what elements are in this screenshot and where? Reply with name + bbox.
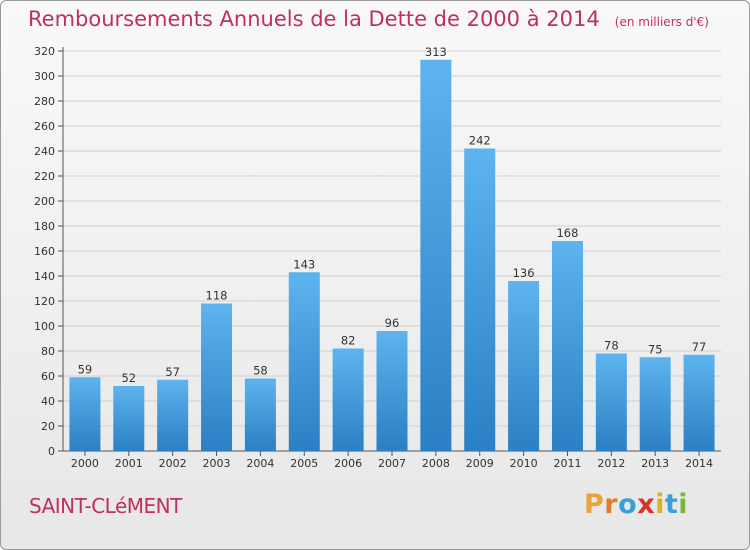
logo-letter: x — [637, 489, 656, 520]
bar-2007[interactable] — [376, 331, 408, 451]
logo-letter: t — [664, 489, 679, 520]
x-tick-label: 2000 — [71, 457, 99, 470]
x-tick-label: 2006 — [334, 457, 362, 470]
bar-2011[interactable] — [551, 241, 583, 451]
bars — [69, 59, 715, 452]
chart-title: Remboursements Annuels de la Dette de 20… — [28, 7, 600, 31]
y-tick-label: 160 — [34, 245, 55, 258]
logo-letter: P — [584, 489, 605, 520]
data-label: 82 — [341, 334, 356, 348]
x-tick-label: 2005 — [290, 457, 318, 470]
bar-2014[interactable] — [683, 354, 715, 451]
y-tick-label: 0 — [48, 445, 55, 458]
data-label: 136 — [513, 266, 535, 280]
y-tick-label: 80 — [41, 345, 55, 358]
commune-name: SAINT-CLéMENT — [29, 494, 182, 518]
y-tick-label: 60 — [41, 370, 55, 383]
x-tick-label: 2003 — [203, 457, 231, 470]
bar-2006[interactable] — [332, 348, 364, 452]
logo-letter: r — [604, 489, 619, 520]
bar-2010[interactable] — [508, 281, 540, 451]
data-label: 77 — [692, 340, 707, 354]
proxiti-logo[interactable]: Proxiti — [584, 489, 688, 520]
x-tick-label: 2002 — [159, 457, 187, 470]
data-label: 78 — [604, 339, 619, 353]
data-label: 143 — [293, 257, 315, 271]
bar-2001[interactable] — [113, 386, 145, 451]
x-tick-label: 2011 — [553, 457, 581, 470]
y-tick-label: 260 — [34, 120, 55, 133]
x-tick-label: 2004 — [246, 457, 274, 470]
bar-2009[interactable] — [464, 148, 496, 452]
bar-2008[interactable] — [420, 59, 452, 451]
bar-2013[interactable] — [639, 357, 671, 451]
y-tick-label: 100 — [34, 320, 55, 333]
bar-2002[interactable] — [157, 379, 189, 451]
y-tick-label: 280 — [34, 95, 55, 108]
y-tick-label: 140 — [34, 270, 55, 283]
data-label: 96 — [385, 316, 400, 330]
bar-2003[interactable] — [201, 303, 233, 452]
x-tick-label: 2010 — [510, 457, 538, 470]
chart-units: (en milliers d'€) — [614, 15, 709, 29]
y-tick-label: 40 — [41, 395, 55, 408]
logo-letter: o — [618, 489, 638, 520]
y-tick-label: 180 — [34, 220, 55, 233]
bar-2000[interactable] — [69, 377, 101, 451]
data-label: 313 — [425, 45, 447, 59]
bar-2012[interactable] — [595, 353, 627, 452]
x-tick-label: 2001 — [115, 457, 143, 470]
data-label: 57 — [165, 365, 180, 379]
y-tick-label: 240 — [34, 145, 55, 158]
data-label: 58 — [253, 364, 268, 378]
labels: 59 2000 52 2001 57 2002 118 2003 58 2004 143 2005 82… — [71, 45, 713, 470]
data-label: 52 — [121, 371, 136, 385]
logo-letter: i — [678, 489, 689, 520]
data-label: 242 — [469, 134, 491, 148]
x-tick-label: 2007 — [378, 457, 406, 470]
y-tick-label: 320 — [34, 45, 55, 58]
x-tick-label: 2013 — [641, 457, 669, 470]
x-tick-label: 2008 — [422, 457, 450, 470]
data-label: 168 — [556, 226, 578, 240]
y-tick-label: 220 — [34, 170, 55, 183]
logo-letter: i — [655, 489, 665, 520]
y-tick-label: 200 — [34, 195, 55, 208]
bar-2005[interactable] — [288, 272, 320, 451]
data-label: 118 — [206, 289, 228, 303]
y-tick-label: 300 — [34, 70, 55, 83]
y-tick-label: 120 — [34, 295, 55, 308]
data-label: 59 — [78, 362, 93, 376]
y-tick-label: 20 — [41, 420, 55, 433]
data-label: 75 — [648, 342, 663, 356]
title-row: Remboursements Annuels de la Dette de 20… — [28, 7, 709, 31]
x-tick-label: 2014 — [685, 457, 713, 470]
x-tick-label: 2009 — [466, 457, 494, 470]
x-tick-label: 2012 — [597, 457, 625, 470]
bar-2004[interactable] — [244, 378, 276, 452]
